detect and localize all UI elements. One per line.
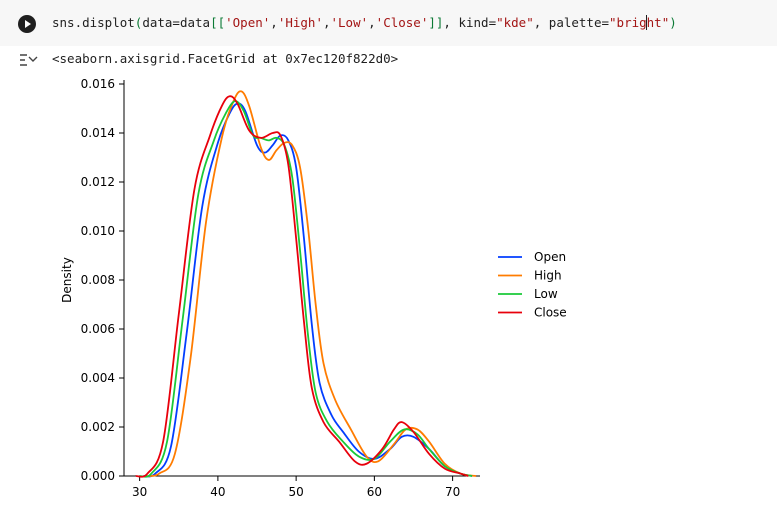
code-token: sns.displot: [52, 15, 135, 30]
y-tick-label: 0.012: [81, 175, 115, 189]
output-toggle-button[interactable]: [18, 52, 40, 68]
series-line-high: [147, 90, 477, 477]
play-icon: [25, 20, 31, 28]
legend-label-high: High: [534, 269, 562, 283]
text-cursor: [645, 15, 647, 30]
x-tick-label: 60: [367, 485, 382, 499]
kde-chart: 0.000 0.002 0.004 0.006 0.008 0.010 0.012 0.014…: [60, 77, 567, 499]
y-tick-label: 0.014: [81, 126, 115, 140]
code-token: "brig: [609, 15, 647, 30]
cell-output-text: <seaborn.axisgrid.FacetGrid at 0x7ec120f…: [52, 51, 399, 66]
y-axis-label: Density: [60, 257, 74, 303]
code-editor-line[interactable]: sns.displot(data=data[['Open','High','Lo…: [52, 15, 677, 30]
code-token: [[: [210, 15, 226, 30]
code-token: , palette=: [533, 15, 610, 30]
y-tick-label: 0.016: [81, 77, 115, 91]
y-tick-label: 0.000: [81, 469, 115, 483]
series-line-close: [135, 95, 469, 478]
legend-label-low: Low: [534, 287, 558, 301]
code-token: 'Low': [330, 15, 369, 30]
y-tick-label: 0.006: [81, 322, 115, 336]
code-token: ): [669, 15, 677, 30]
code-token: ,: [270, 15, 278, 30]
y-tick-label: 0.010: [81, 224, 115, 238]
code-token: data=data: [142, 15, 211, 30]
x-tick-label: 50: [288, 485, 303, 499]
code-token: (: [134, 15, 143, 30]
code-token: 'High': [277, 15, 323, 30]
y-tick-label: 0.004: [81, 371, 115, 385]
code-token: ,: [322, 15, 331, 30]
x-tick-label: 70: [445, 485, 460, 499]
x-tick-label: 30: [132, 485, 147, 499]
code-token: 'Close': [375, 15, 429, 30]
y-tick-label: 0.008: [81, 273, 115, 287]
legend-label-close: Close: [534, 306, 567, 320]
series-line-open: [143, 102, 473, 478]
code-token: ,: [368, 15, 376, 30]
code-token: "kde": [496, 15, 534, 30]
code-token: 'Open': [225, 15, 271, 30]
series-line-low: [139, 100, 473, 478]
code-token: ht": [646, 15, 670, 30]
code-cell[interactable]: sns.displot(data=data[['Open','High','Lo…: [0, 0, 777, 46]
code-token: , kind=: [443, 15, 497, 30]
output-toggle-icon: [20, 54, 38, 66]
run-cell-button[interactable]: [18, 15, 36, 33]
legend-label-open: Open: [534, 250, 566, 264]
code-token: ]]: [428, 15, 444, 30]
x-tick-label: 40: [210, 485, 225, 499]
y-tick-label: 0.002: [81, 420, 115, 434]
